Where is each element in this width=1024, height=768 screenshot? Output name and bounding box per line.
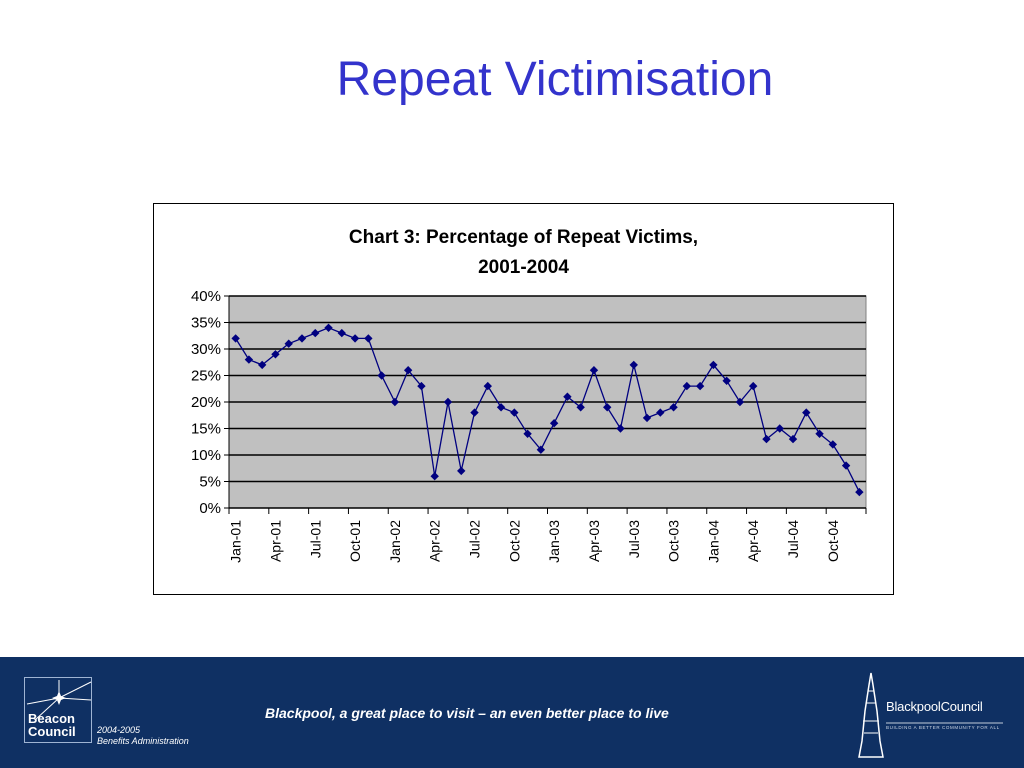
- data-point: [443, 397, 453, 407]
- chart-frame: Chart 3: Percentage of Repeat Victims, 2…: [153, 203, 894, 595]
- x-tick-label: Jul-02: [467, 520, 483, 558]
- data-point: [457, 466, 466, 476]
- beacon-award-text: 2004-2005 Benefits Administration: [97, 725, 189, 747]
- data-point: [231, 334, 240, 343]
- data-point: [788, 434, 798, 444]
- data-point: [748, 381, 758, 391]
- data-point: [722, 376, 731, 385]
- y-tick-label: 25%: [191, 368, 221, 385]
- x-tick-label: Jan-01: [228, 520, 244, 563]
- data-point: [284, 339, 293, 348]
- data-point: [483, 381, 492, 391]
- data-point: [257, 360, 267, 370]
- data-point: [390, 397, 400, 407]
- data-point: [802, 408, 811, 417]
- data-point: [496, 403, 506, 412]
- data-point: [828, 440, 838, 449]
- y-tick-label: 10%: [191, 447, 221, 464]
- data-point: [603, 403, 612, 412]
- x-tick-label: Apr-02: [427, 520, 443, 562]
- y-tick-label: 0%: [199, 500, 221, 517]
- chart-title-line2: 2001-2004: [478, 257, 569, 278]
- y-tick-label: 5%: [199, 474, 221, 491]
- blackpool-tower-icon: [858, 672, 1003, 758]
- data-point: [709, 360, 718, 370]
- data-point: [669, 403, 678, 412]
- y-tick-label: 15%: [191, 421, 221, 438]
- data-point: [735, 397, 745, 407]
- x-tick-label: Oct-04: [825, 520, 841, 562]
- data-point: [642, 413, 652, 423]
- data-point: [470, 408, 479, 417]
- x-tick-label: Jul-03: [626, 520, 642, 558]
- beacon-star-icon: [26, 680, 92, 721]
- y-tick-label: 40%: [191, 288, 221, 305]
- data-point: [350, 334, 360, 343]
- x-tick-label: Apr-04: [745, 520, 761, 562]
- data-point: [855, 487, 864, 497]
- slide-title: Repeat Victimisation: [336, 53, 774, 106]
- beacon-year: 2004-2005: [97, 725, 141, 735]
- data-point: [364, 334, 373, 343]
- data-point: [430, 472, 439, 481]
- data-point: [337, 328, 347, 338]
- line-chart: 0% 5% 10% 15% 20% 25% 30% 35% 40% Jan-01 Apr-01 Jul…: [191, 288, 867, 563]
- data-point: [311, 328, 320, 338]
- x-tick-label: Jan-03: [546, 520, 562, 563]
- data-point: [297, 334, 307, 343]
- footer-bar: Beacon Council 2004-2005 Benefits Admini…: [0, 657, 1024, 768]
- council-motto: BUILDING A BETTER COMMUNITY FOR ALL: [886, 725, 1000, 730]
- x-tick-label: Apr-01: [267, 520, 283, 562]
- x-tick-label: Jan-04: [705, 520, 721, 563]
- data-point: [841, 461, 851, 470]
- beacon-council-logo: Beacon Council: [24, 677, 92, 743]
- council-name: BlackpoolCouncil: [886, 699, 983, 714]
- x-tick-label: Oct-03: [666, 520, 682, 562]
- data-point: [695, 381, 705, 391]
- beacon-council-wordmark: Beacon Council: [28, 712, 76, 738]
- y-tick-label: 20%: [191, 394, 221, 411]
- y-tick-label: 30%: [191, 341, 221, 358]
- chart-title-line1: Chart 3: Percentage of Repeat Victims,: [348, 227, 699, 248]
- data-point: [417, 381, 426, 391]
- data-point: [324, 323, 333, 332]
- footer-tagline: Blackpool, a great place to visit – an e…: [265, 705, 669, 721]
- data-point: [682, 381, 692, 391]
- data-point: [775, 424, 784, 433]
- data-point: [403, 366, 413, 375]
- data-point: [523, 429, 532, 438]
- y-tick-label: 35%: [191, 315, 221, 332]
- data-point: [762, 434, 771, 444]
- beacon-line2: Council: [28, 724, 76, 739]
- x-tick-label: Jul-04: [785, 520, 801, 558]
- x-tick-label: Jan-02: [387, 520, 403, 563]
- data-point: [815, 429, 824, 438]
- data-point: [377, 371, 386, 380]
- blackpool-council-logo: BlackpoolCouncil BUILDING A BETTER COMMU…: [858, 671, 1008, 761]
- x-tick-label: Oct-01: [347, 520, 363, 562]
- data-point: [563, 392, 572, 401]
- beacon-line1: Beacon: [28, 711, 75, 726]
- x-tick-label: Jul-01: [307, 520, 323, 558]
- x-tick-label: Oct-02: [506, 520, 522, 562]
- chart-title: Chart 3: Percentage of Repeat Victims, 2…: [154, 223, 893, 283]
- beacon-scheme: Benefits Administration: [97, 736, 189, 746]
- x-tick-label: Apr-03: [586, 520, 602, 562]
- data-point: [271, 350, 280, 359]
